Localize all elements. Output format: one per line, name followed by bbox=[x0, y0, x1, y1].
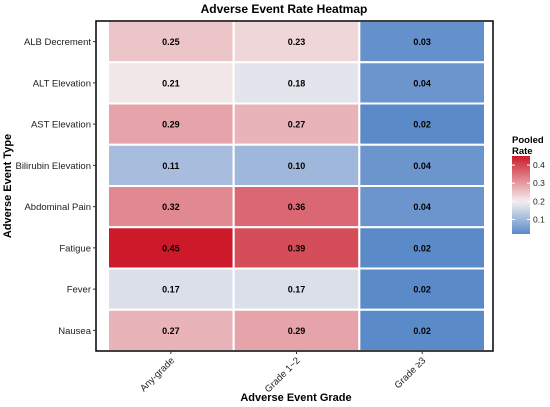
cell-value-label: 0.39 bbox=[288, 243, 306, 253]
heatmap-cell bbox=[107, 267, 235, 311]
heatmap-cell bbox=[107, 308, 235, 352]
y-axis-ticks: ALB Decrement ALT Elevation AST Elevation B… bbox=[15, 37, 96, 337]
x-tick-label: Any-grade bbox=[138, 355, 177, 394]
heatmap-cell bbox=[358, 308, 487, 352]
legend-tick-label: 0.1 bbox=[533, 214, 545, 224]
y-tick-label: Nausea bbox=[58, 326, 91, 337]
cell-value-label: 0.27 bbox=[288, 120, 306, 130]
cell-value-label: 0.03 bbox=[413, 37, 431, 47]
y-tick-label: Abdominal Pain bbox=[24, 202, 91, 213]
heatmap-cell bbox=[232, 267, 361, 311]
legend-title: Pooled Rate bbox=[512, 135, 544, 157]
cell-value-label: 0.29 bbox=[288, 326, 306, 336]
cell-value-label: 0.32 bbox=[162, 202, 180, 212]
heatmap-cell bbox=[232, 185, 361, 229]
y-tick-label: ALB Decrement bbox=[24, 37, 91, 48]
cell-value-label: 0.10 bbox=[288, 161, 306, 171]
heatmap-cell bbox=[358, 267, 487, 311]
cell-value-label: 0.21 bbox=[162, 78, 180, 88]
x-axis-ticks: Any-grade Grade 1~2 Grade ≥3 bbox=[138, 351, 428, 395]
chart-title: Adverse Event Rate Heatmap bbox=[201, 2, 368, 16]
cell-value-label: 0.04 bbox=[413, 78, 431, 88]
heatmap-cell bbox=[107, 226, 235, 270]
cell-value-label: 0.04 bbox=[413, 161, 431, 171]
color-legend: Pooled Rate 0.1 0.2 0.3 0.4 bbox=[512, 135, 545, 234]
cell-value-label: 0.36 bbox=[288, 202, 306, 212]
cell-value-label: 0.02 bbox=[413, 120, 431, 130]
x-tick-label: Grade 1~2 bbox=[263, 355, 303, 395]
plot-frame bbox=[95, 20, 494, 352]
y-axis-title: Adverse Event Type bbox=[2, 134, 14, 238]
cell-value-label: 0.02 bbox=[413, 243, 431, 253]
heatmap-cell bbox=[232, 308, 361, 352]
heatmap-cell bbox=[232, 102, 361, 146]
cell-value-label: 0.25 bbox=[162, 37, 180, 47]
cell-value-label: 0.27 bbox=[162, 326, 180, 336]
y-tick-label: Bilirubin Elevation bbox=[15, 161, 91, 172]
legend-tick-label: 0.4 bbox=[533, 160, 545, 170]
heatmap-cell bbox=[107, 20, 235, 64]
cell-value-label: 0.18 bbox=[288, 78, 306, 88]
heatmap-cell bbox=[232, 226, 361, 270]
heatmap-cell-labels: 0.25 0.23 0.03 0.21 0.18 0.04 0.29 0.27 0.02 0.11… bbox=[162, 37, 431, 336]
x-axis-title: Adverse Event Grade bbox=[240, 392, 351, 404]
cell-value-label: 0.45 bbox=[162, 243, 180, 253]
y-tick-label: AST Elevation bbox=[31, 120, 91, 131]
y-tick-label: Fatigue bbox=[59, 243, 91, 254]
heatmap-cell bbox=[358, 61, 487, 105]
x-tick-label: Grade ≥3 bbox=[393, 355, 429, 391]
heatmap-cell bbox=[232, 20, 361, 64]
y-tick-label: Fever bbox=[67, 285, 91, 296]
heatmap-cell bbox=[358, 143, 487, 187]
cell-value-label: 0.17 bbox=[288, 285, 306, 295]
heatmap-cell bbox=[358, 226, 487, 270]
legend-colorbar bbox=[512, 156, 530, 234]
cell-value-label: 0.23 bbox=[288, 37, 306, 47]
legend-tick-label: 0.2 bbox=[533, 196, 545, 206]
legend-tick-label: 0.3 bbox=[533, 178, 545, 188]
cell-value-label: 0.02 bbox=[413, 326, 431, 336]
cell-value-label: 0.29 bbox=[162, 120, 180, 130]
y-tick-label: ALT Elevation bbox=[33, 78, 91, 89]
cell-value-label: 0.02 bbox=[413, 285, 431, 295]
cell-value-label: 0.17 bbox=[162, 285, 180, 295]
heatmap-cells bbox=[107, 20, 487, 352]
cell-value-label: 0.04 bbox=[413, 202, 431, 212]
cell-value-label: 0.11 bbox=[162, 161, 179, 171]
heatmap-cell bbox=[107, 143, 235, 187]
